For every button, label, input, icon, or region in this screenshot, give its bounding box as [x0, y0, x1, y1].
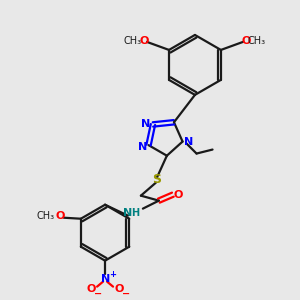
Text: S: S	[152, 173, 161, 186]
Text: O: O	[173, 190, 182, 200]
Text: N: N	[101, 274, 111, 284]
Text: N: N	[138, 142, 147, 152]
Text: −: −	[122, 289, 130, 298]
Text: −: −	[94, 289, 102, 298]
Text: CH₃: CH₃	[37, 211, 55, 221]
Text: CH₃: CH₃	[124, 36, 142, 46]
Text: O: O	[241, 36, 250, 46]
Text: N: N	[123, 208, 133, 218]
Text: CH₃: CH₃	[248, 36, 266, 46]
Text: O: O	[86, 284, 96, 294]
Text: H: H	[131, 208, 139, 218]
Text: O: O	[55, 211, 64, 221]
Text: O: O	[139, 36, 149, 46]
Text: N: N	[141, 119, 151, 130]
Text: O: O	[114, 284, 124, 294]
Text: N: N	[184, 136, 193, 147]
Text: +: +	[110, 270, 116, 279]
